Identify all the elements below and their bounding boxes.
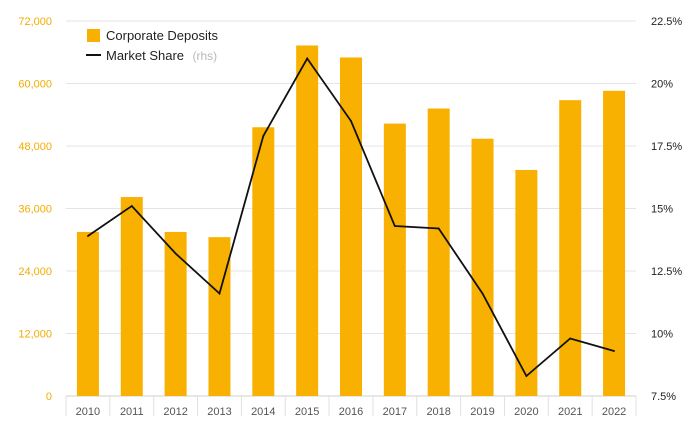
x-tick-label-2010: 2010 (76, 406, 100, 418)
x-tick-label-2019: 2019 (470, 406, 494, 418)
x-axis: 2010 2011 2012 2013 2014 2015 2016 2017 2018 2019… (65, 396, 637, 418)
market-share-point-2015 (306, 57, 309, 60)
left-tick-label: 0 (46, 391, 52, 403)
bar-2017 (383, 123, 406, 397)
legend-line-label-group: Market Share (rhs) (106, 47, 217, 64)
right-tick-label: 7.5% (651, 391, 676, 403)
left-axis: 0 12,000 24,000 36,000 48,000 60,000 72,000 (18, 16, 52, 403)
legend-line-suffix: (rhs) (193, 49, 218, 63)
market-share-point-2017 (393, 225, 396, 227)
market-share-point-2014 (262, 135, 265, 137)
left-tick-label: 60,000 (18, 79, 52, 91)
legend-line-label: Market Share (106, 48, 184, 63)
bar-2014 (252, 127, 275, 396)
right-tick-label: 10% (651, 329, 673, 341)
left-tick-label: 36,000 (18, 204, 52, 216)
left-tick-label: 72,000 (18, 16, 52, 28)
legend-bar-swatch (87, 29, 100, 42)
right-tick-label: 17.5% (651, 141, 682, 153)
left-tick-label: 12,000 (18, 329, 52, 341)
bar-2019 (471, 138, 494, 397)
bar-2010 (76, 231, 99, 396)
x-tick-label-2015: 2015 (295, 406, 319, 418)
right-tick-label: 22.5% (651, 16, 682, 28)
left-tick-label: 48,000 (18, 141, 52, 153)
bar-2020 (515, 169, 538, 396)
x-tick-label-2014: 2014 (251, 406, 275, 418)
x-tick-label-2017: 2017 (383, 406, 407, 418)
bar-2016 (340, 57, 362, 396)
market-share-point-2011 (130, 205, 133, 207)
bar-2021 (559, 100, 582, 397)
market-share-point-2010 (87, 235, 89, 237)
right-tick-label: 20% (651, 79, 673, 91)
x-tick-label-2022: 2022 (602, 406, 626, 418)
bar-2013 (208, 237, 231, 396)
x-tick-label-2013: 2013 (207, 406, 231, 418)
bar-2011 (120, 197, 143, 396)
market-share-point-2012 (174, 252, 177, 255)
market-share-point-2019 (481, 292, 484, 295)
market-share-point-2020 (525, 375, 528, 377)
market-share-point-2021 (569, 337, 572, 340)
bar-2012 (164, 231, 187, 396)
legend-bar-label: Corporate Deposits (106, 28, 218, 43)
x-tick-label-2020: 2020 (514, 406, 538, 418)
x-tick-label-2011: 2011 (120, 406, 144, 418)
x-tick-label-2016: 2016 (339, 406, 363, 418)
market-share-point-2022 (613, 350, 615, 352)
x-tick-label-2021: 2021 (558, 406, 582, 418)
market-share-point-2018 (437, 227, 440, 230)
market-share-point-2013 (218, 292, 221, 295)
right-tick-label: 12.5% (651, 266, 682, 278)
right-tick-label: 15% (651, 204, 673, 216)
market-share-point-2016 (350, 120, 352, 122)
x-tick-label-2018: 2018 (426, 406, 450, 418)
bar-2022 (603, 90, 626, 397)
bars (76, 45, 626, 397)
left-tick-label: 24,000 (18, 266, 52, 278)
legend: Corporate Deposits Market Share (rhs) (86, 28, 218, 64)
bar-2015 (296, 45, 319, 397)
market-share-line-group (87, 56, 615, 378)
right-axis: 7.5% 10% 12.5% 15% 17.5% 20% 22.5% (651, 16, 682, 403)
x-tick-label-2012: 2012 (163, 406, 187, 418)
bar-2018 (427, 108, 450, 396)
